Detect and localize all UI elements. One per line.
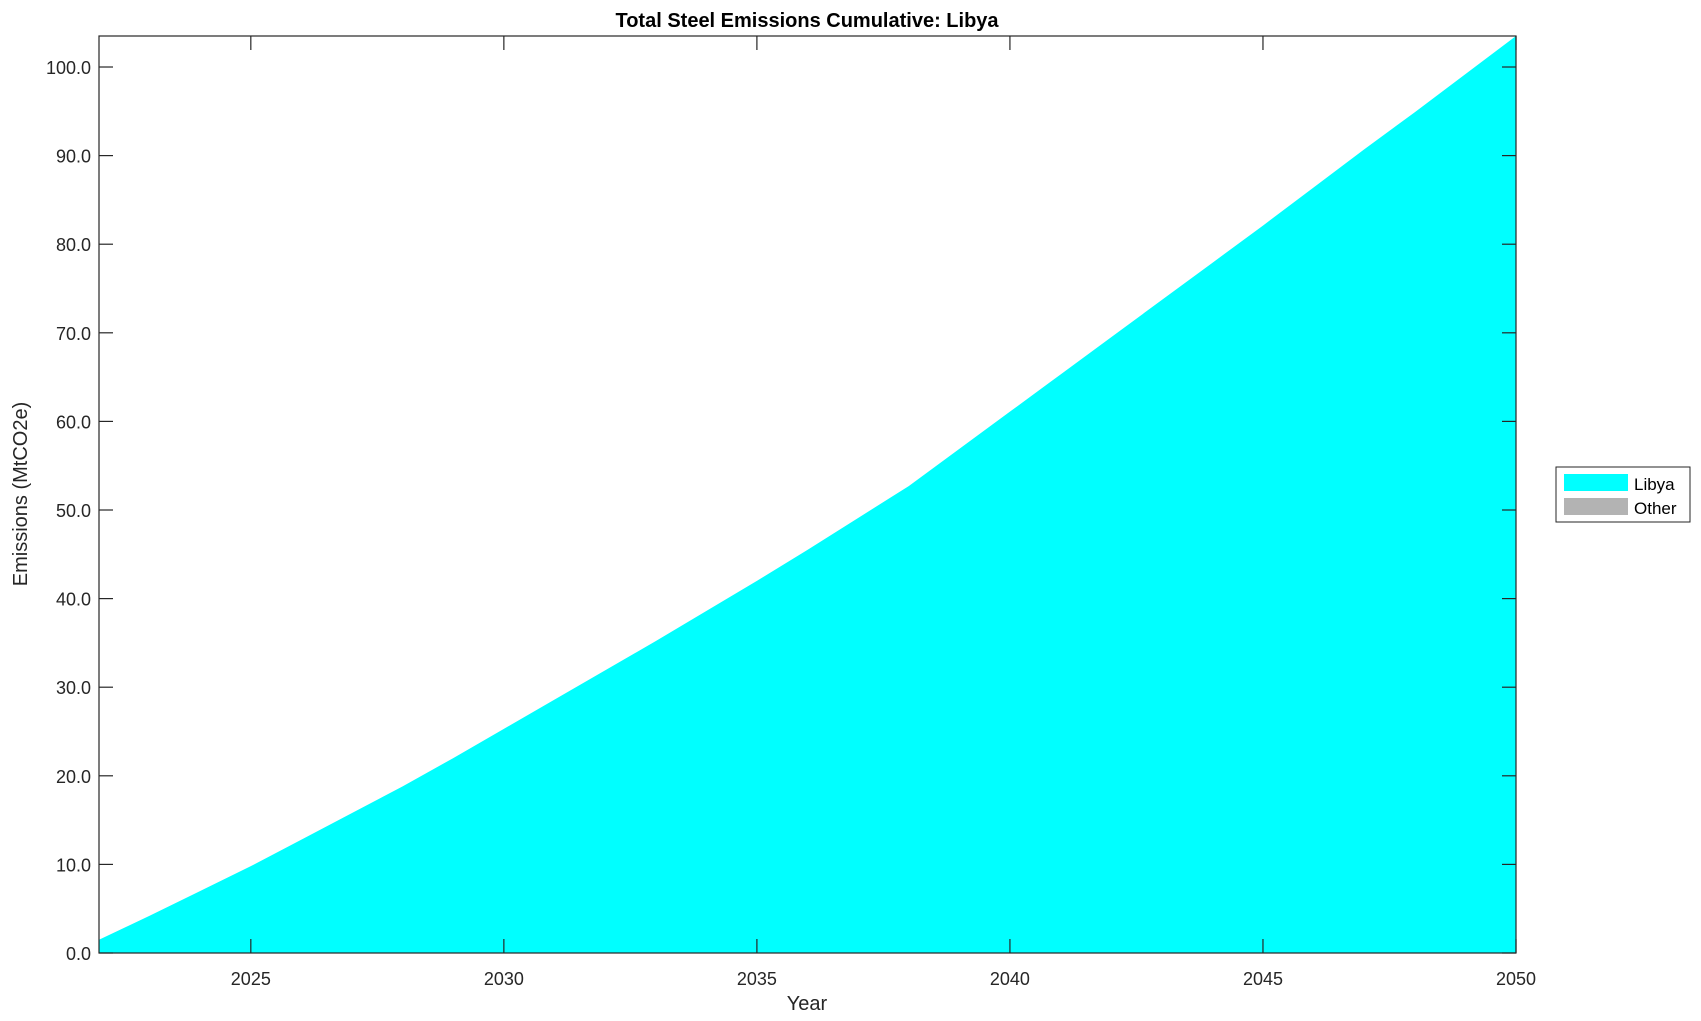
plot-frame [98,35,1517,954]
area-libya [99,36,1516,953]
y-axis: 0.0 10.0 20.0 30.0 40.0 50.0 60.0 70.0 80.0 90.0 1… [46,58,1516,964]
x-tick-label: 2050 [1496,969,1536,989]
y-axis-label: Emissions (MtCO2e) [10,402,32,586]
legend-label-other: Other [1634,499,1677,518]
y-tick-label: 30.0 [56,678,91,698]
legend-swatch-other [1564,498,1628,515]
series-areas [99,36,1516,953]
legend-swatch-libya [1564,474,1628,491]
x-tick-label: 2040 [990,969,1030,989]
x-tick-label: 2030 [484,969,524,989]
x-tick-label: 2035 [737,969,777,989]
legend: Libya Other [1555,466,1691,523]
y-tick-label: 60.0 [56,412,91,432]
legend-label-libya: Libya [1634,475,1675,494]
y-tick-label: 90.0 [56,147,91,167]
x-tick-label: 2025 [231,969,271,989]
x-axis: 2025 2030 2035 2040 2045 2050 [231,36,1536,989]
y-tick-label: 20.0 [56,767,91,787]
y-tick-label: 100.0 [46,58,91,78]
y-tick-label: 0.0 [66,944,91,964]
y-tick-label: 10.0 [56,855,91,875]
x-axis-label: Year [787,993,828,1015]
y-tick-label: 70.0 [56,324,91,344]
y-tick-label: 80.0 [56,235,91,255]
x-tick-label: 2045 [1243,969,1283,989]
y-tick-label: 40.0 [56,590,91,610]
chart-title: Total Steel Emissions Cumulative: Libya [615,10,999,32]
y-tick-label: 50.0 [56,501,91,521]
